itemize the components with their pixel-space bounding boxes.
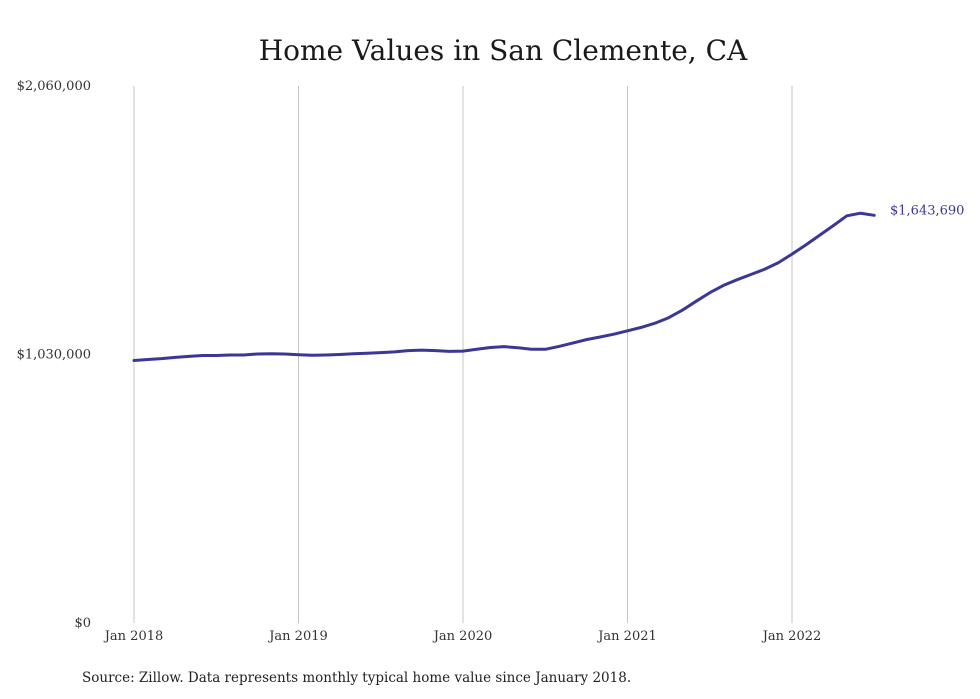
- series-line: [132, 211, 876, 362]
- x-tick-label: Jan 2021: [596, 629, 657, 644]
- chart-title: Home Values in San Clemente, CA: [259, 34, 748, 67]
- end-value-label: $1,643,690: [890, 203, 964, 218]
- x-tick-label: Jan 2022: [761, 629, 822, 644]
- y-tick-label: $2,060,000: [17, 79, 91, 94]
- source-note: Source: Zillow. Data represents monthly …: [82, 670, 631, 686]
- y-tick-label: $1,030,000: [17, 348, 91, 363]
- x-axis-ticks: Jan 2018 Jan 2019 Jan 2020 Jan 2021 Jan 2022: [103, 629, 822, 644]
- gridlines: [133, 86, 793, 623]
- x-tick-label: Jan 2018: [103, 629, 164, 644]
- x-tick-label: Jan 2019: [267, 629, 328, 644]
- y-axis-ticks: $0 $1,030,000 $2,060,000: [17, 79, 91, 631]
- y-tick-label: $0: [74, 616, 91, 631]
- x-tick-label: Jan 2020: [432, 629, 493, 644]
